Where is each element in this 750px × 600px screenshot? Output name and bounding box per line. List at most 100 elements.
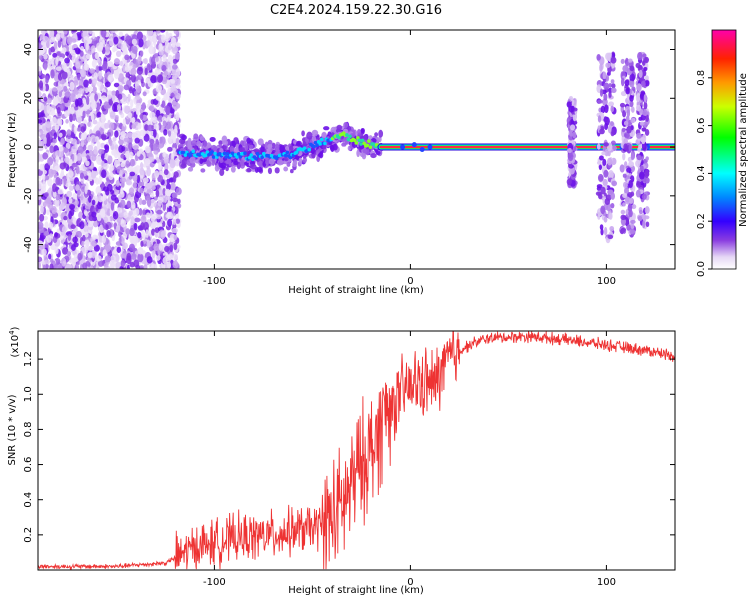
spectrogram-noise-cell (139, 187, 144, 194)
spectrogram-noise-cell (46, 209, 50, 215)
spectrogram-cell (374, 132, 379, 137)
spectrogram-noise-cell (150, 56, 157, 65)
spectrogram-noise-cell (131, 124, 137, 129)
spectrogram-noise-cell (84, 185, 88, 195)
spectrogram-noise-cell (108, 171, 114, 181)
spectrogram-cluster-cell (628, 161, 635, 167)
spectrogram-cell (279, 144, 285, 153)
spectrogram-noise-cell (97, 260, 104, 267)
spectrogram-noise-cell (69, 203, 75, 210)
spectrogram-noise-cell (120, 187, 124, 195)
spectrogram-noise-cell (155, 57, 159, 62)
spectrogram-cluster-cell (642, 109, 648, 117)
spectrogram-noise-cell (51, 116, 58, 127)
spectrogram-noise-cell (175, 42, 181, 47)
spectrogram-noise-cell (77, 145, 84, 155)
spectrogram-cluster-cell (641, 127, 647, 132)
spectrogram-noise-cell (52, 52, 58, 58)
spectrogram-noise-cell (147, 72, 152, 77)
spectrogram-noise-cell (90, 113, 95, 121)
spectrogram-noise-cell (131, 116, 136, 124)
spectrogram-noise-cell (151, 221, 157, 229)
spectrogram-cluster-cell (639, 209, 644, 215)
spectrogram-cell (378, 129, 384, 138)
spectrogram-cell (289, 145, 294, 152)
spectrogram-noise-cell (109, 122, 115, 131)
spectrogram-noise-cell (175, 78, 181, 86)
spectrogram-noise-cell (60, 137, 65, 145)
spectrogram-noise-cell (171, 42, 176, 48)
spectrogram-noise-cell (125, 228, 130, 236)
spectrogram-cell (356, 149, 360, 158)
spectrogram-noise-cell (132, 45, 138, 55)
spectrogram-noise-cell (170, 182, 176, 191)
spectrogram-noise-cell (60, 202, 65, 208)
spectrogram-noise-cell (85, 42, 89, 51)
spectrogram-noise-cell (101, 115, 105, 123)
spectrogram-noise-cell (158, 161, 162, 171)
spectrogram-noise-cell (134, 217, 141, 223)
spectrogram-noise-cell (170, 79, 176, 84)
spectrogram-noise-cell (163, 169, 169, 176)
spectrogram-noise-cell (132, 145, 139, 150)
spectrogram-noise-cell (42, 264, 47, 269)
spectrogram-cluster-cell (626, 109, 631, 118)
spectrogram-noise-cell (142, 177, 149, 184)
snr-ylabel: SNR (10 * v/v) (7, 394, 18, 465)
spectrogram-cell (267, 167, 273, 175)
spectrogram-noise-cell (130, 98, 134, 108)
spectrogram-trace-dot (367, 139, 371, 143)
spectrogram-noise-cell (73, 105, 79, 111)
spectrogram-cluster-cell (627, 58, 633, 63)
spectrogram-noise-cell (172, 58, 178, 64)
spectrogram-noise-cell (156, 209, 163, 215)
spectrogram-noise-cell (139, 112, 144, 121)
spectrogram-noise-cell (82, 262, 88, 269)
spectrogram-cluster-cell (608, 91, 612, 98)
spectrogram-noise-cell (80, 139, 85, 148)
spectrogram-cluster-cell (608, 212, 613, 220)
spectrogram-cluster-cell (607, 125, 612, 134)
spectrogram-noise-cell (163, 128, 168, 136)
spectrogram-noise-cell (126, 264, 131, 269)
spectrogram-cell (341, 142, 347, 147)
spectrogram-noise-cell (41, 174, 46, 181)
spectrogram-noise-cell (44, 192, 49, 198)
spectrogram-trace-dot (254, 156, 258, 161)
spectrogram-noise-cell (128, 210, 133, 216)
spectrogram-cluster-cell (596, 160, 602, 165)
colorbar-tick-label: 0.6 (696, 118, 707, 134)
spectrogram-cell (265, 158, 270, 165)
spectrogram-noise-cell (60, 169, 65, 177)
spectrogram-cluster-cell (596, 184, 603, 189)
spectrogram-noise-cell (162, 54, 167, 63)
spectrogram-noise-cell (172, 174, 177, 183)
spectrogram-cell (370, 153, 377, 159)
spectrogram-cluster-cell (599, 224, 604, 231)
spectrogram-cluster-cell (630, 152, 635, 161)
spectrogram-cell (199, 136, 205, 141)
spectrogram-noise-cell (129, 227, 135, 237)
spectrogram-noise-cell (97, 179, 103, 185)
spectrogram-noise-cell (134, 165, 141, 174)
spectrogram-noise-cell (45, 263, 49, 269)
spectrogram-noise-cell (129, 158, 136, 167)
spectrogram-cluster-cell (596, 53, 601, 61)
spectrogram-noise-cell (83, 221, 87, 227)
spectrogram-noise-cell (72, 258, 77, 267)
spectrogram-noise-cell (91, 31, 96, 40)
spectrogram-noise-cell (54, 165, 60, 172)
spectrogram-noise-cell (111, 93, 116, 102)
spectrogram-cell (193, 133, 199, 140)
spectrogram-frame (37, 29, 676, 270)
spectrogram-noise-cell (154, 52, 159, 59)
spectrogram-noise-cell (95, 65, 99, 75)
spectrogram-ytick-label: 40 (23, 43, 34, 56)
spectrogram-cell (268, 158, 275, 165)
spectrogram-noise-cell (172, 197, 179, 203)
spectrogram-noise-cell (167, 146, 173, 152)
spectrogram-noise-cell (53, 132, 57, 140)
spectrogram-cluster-cell (601, 151, 606, 156)
spectrogram-cell (283, 166, 289, 172)
spectrogram-trace-dot (359, 142, 363, 146)
